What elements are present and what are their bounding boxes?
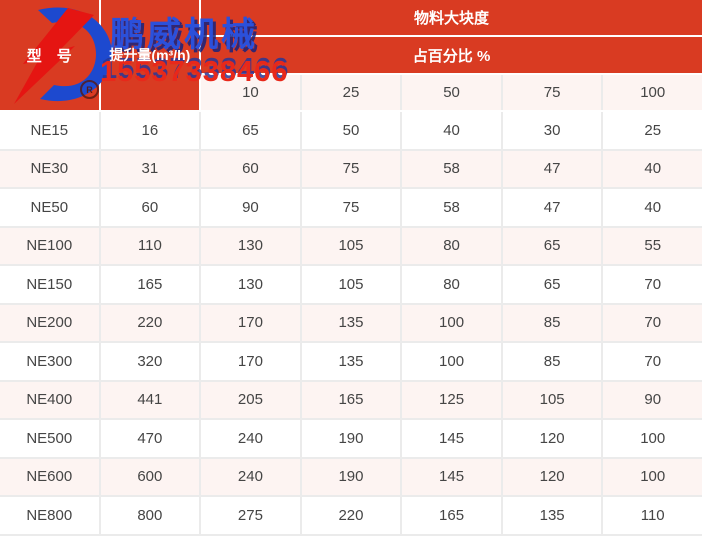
model-cell: NE800 [0,497,99,534]
value-cell: 135 [301,304,401,341]
capacity-cell: 31 [100,150,200,187]
capacity-cell: 600 [100,458,200,495]
value-cell: 55 [603,227,702,264]
value-cell: 130 [201,227,300,264]
value-cell: 100 [603,458,702,495]
value-cell: 240 [201,420,300,457]
value-cell: 65 [201,112,300,149]
capacity-header-bg [100,0,200,110]
lump-col-100: 100 [603,75,702,110]
value-cell: 105 [502,381,602,418]
model-cell: NE200 [0,304,99,341]
capacity-cell: 220 [100,304,200,341]
value-cell: 125 [402,381,501,418]
capacity-header-label: 提升量(m³/h) [109,47,191,63]
value-cell: 30 [502,112,602,149]
model-cell: NE300 [0,343,99,380]
value-cell: 120 [502,420,602,457]
value-cell: 75 [301,189,401,226]
value-cell: 58 [402,150,501,187]
model-header-label: 型 号 [26,47,72,65]
value-cell: 100 [402,343,501,380]
value-cell: 105 [301,266,401,303]
value-cell: 65 [502,227,602,264]
value-cell: 65 [502,266,602,303]
value-cell: 90 [603,381,702,418]
lump-size-header: 物料大块度 [201,0,702,35]
value-cell: 100 [603,420,702,457]
value-cell: 105 [301,227,401,264]
value-cell: 165 [402,497,501,534]
capacity-cell: 165 [100,266,200,303]
value-cell: 170 [201,304,300,341]
value-cell: 100 [402,304,501,341]
percentage-header: 占百分比 % [201,37,702,73]
value-cell: 85 [502,343,602,380]
value-cell: 190 [301,458,401,495]
value-cell: 70 [603,266,702,303]
capacity-cell: 320 [100,343,200,380]
model-cell: NE150 [0,266,99,303]
value-cell: 40 [603,150,702,187]
model-cell: NE500 [0,420,99,457]
lump-col-25: 25 [301,75,401,110]
value-cell: 70 [603,304,702,341]
model-cell: NE30 [0,150,99,187]
value-cell: 85 [502,304,602,341]
value-cell: 145 [402,458,501,495]
value-cell: 130 [201,266,300,303]
value-cell: 47 [502,189,602,226]
value-cell: 90 [201,189,300,226]
value-cell: 25 [603,112,702,149]
value-cell: 80 [402,227,501,264]
value-cell: 275 [201,497,300,534]
model-cell: NE400 [0,381,99,418]
capacity-cell: 441 [100,381,200,418]
value-cell: 47 [502,150,602,187]
value-cell: 135 [502,497,602,534]
value-cell: 190 [301,420,401,457]
capacity-cell: 60 [100,189,200,226]
value-cell: 170 [201,343,300,380]
value-cell: 165 [301,381,401,418]
value-cell: 40 [603,189,702,226]
value-cell: 40 [402,112,501,149]
value-cell: 58 [402,189,501,226]
model-cell: NE15 [0,112,99,149]
table-header: 型 号 提升量(m³/h) 物料大块度 占百分比 % 10 25 50 75 1… [0,0,702,110]
lump-col-10: 10 [201,75,300,110]
value-cell: 240 [201,458,300,495]
value-cell: 135 [301,343,401,380]
value-cell: 220 [301,497,401,534]
value-cell: 205 [201,381,300,418]
value-cell: 60 [201,150,300,187]
model-cell: NE50 [0,189,99,226]
model-cell: NE600 [0,458,99,495]
value-cell: 120 [502,458,602,495]
capacity-cell: 16 [100,112,200,149]
lump-col-50: 50 [402,75,501,110]
value-cell: 80 [402,266,501,303]
value-cell: 70 [603,343,702,380]
model-cell: NE100 [0,227,99,264]
value-cell: 75 [301,150,401,187]
lump-col-75: 75 [502,75,602,110]
capacity-cell: 470 [100,420,200,457]
value-cell: 110 [603,497,702,534]
capacity-cell: 110 [100,227,200,264]
capacity-cell: 800 [100,497,200,534]
table-body: NE15 16 65 50 40 30 25 NE30 31 60 75 58 … [0,112,702,536]
value-cell: 50 [301,112,401,149]
value-cell: 145 [402,420,501,457]
